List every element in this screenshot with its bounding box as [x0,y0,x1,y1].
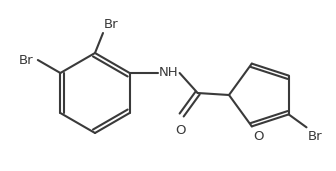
Text: O: O [175,124,186,137]
Text: NH: NH [159,67,178,80]
Text: O: O [253,130,263,143]
Text: Br: Br [104,18,119,31]
Text: Br: Br [19,54,34,67]
Text: Br: Br [307,130,322,143]
